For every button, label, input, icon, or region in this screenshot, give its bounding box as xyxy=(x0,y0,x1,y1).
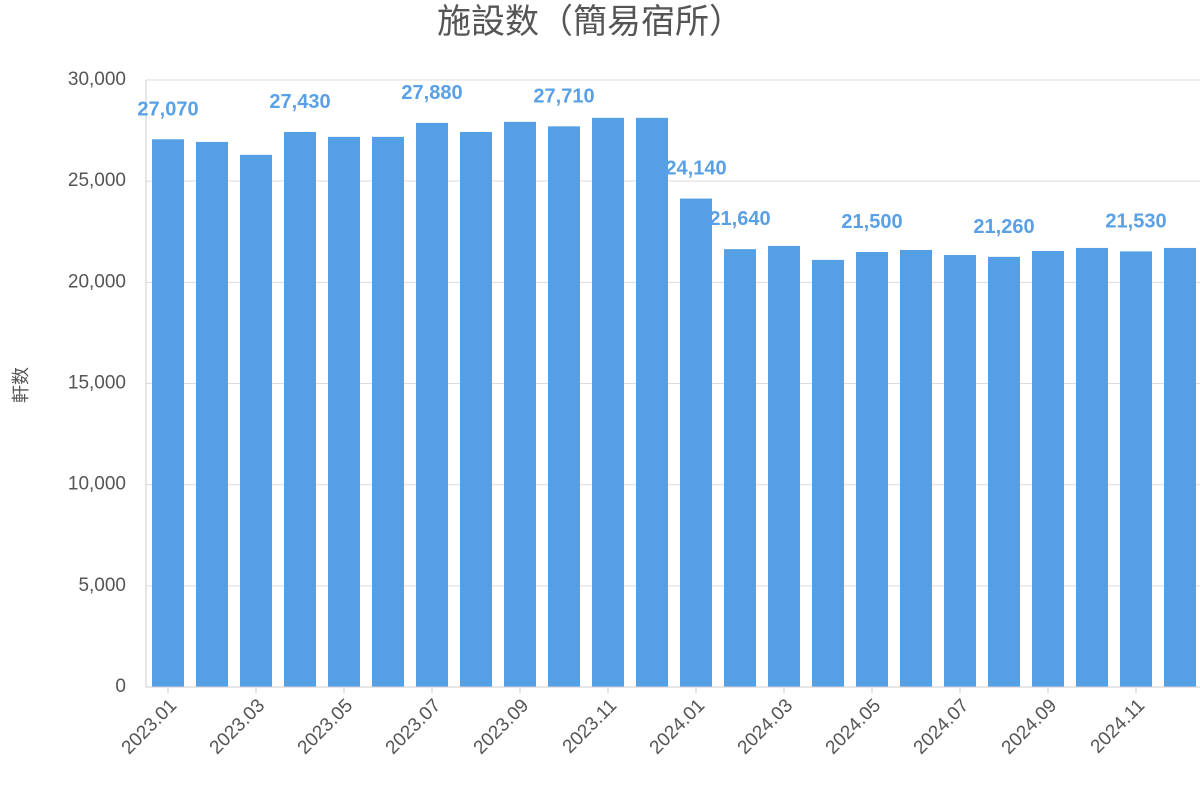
x-tick-label: 2023.01 xyxy=(118,695,181,758)
bar xyxy=(724,249,756,687)
y-tick-label: 0 xyxy=(115,676,126,697)
chart-title: 施設数（簡易宿所） xyxy=(437,3,743,41)
y-axis-label: 軒数 xyxy=(11,367,31,403)
bar xyxy=(592,117,624,688)
x-tick-label: 2024.03 xyxy=(734,695,797,758)
x-tick-label: 2024.01 xyxy=(646,695,709,758)
y-tick-label: 10,000 xyxy=(68,474,126,495)
x-tick-label: 2023.11 xyxy=(559,695,621,757)
data-label: 27,710 xyxy=(533,85,594,107)
bar xyxy=(284,131,316,688)
bar xyxy=(856,251,888,687)
y-tick-label: 20,000 xyxy=(68,271,126,292)
x-tick-label: 2023.03 xyxy=(206,695,269,758)
bar xyxy=(944,255,976,688)
bar xyxy=(416,122,448,688)
bar xyxy=(1120,251,1152,687)
bar xyxy=(900,249,932,687)
data-label: 21,640 xyxy=(709,208,770,230)
bar xyxy=(460,131,492,688)
x-tick-label: 2024.11 xyxy=(1087,695,1149,757)
bar xyxy=(372,136,404,688)
bar xyxy=(548,126,580,687)
data-label: 21,500 xyxy=(841,211,902,233)
y-tick-label: 15,000 xyxy=(68,373,126,394)
data-label: 27,070 xyxy=(137,98,198,120)
bar xyxy=(812,259,844,687)
bar xyxy=(1164,247,1196,688)
x-tick-label: 2024.09 xyxy=(998,695,1061,758)
y-tick-label: 5,000 xyxy=(78,575,126,596)
bar xyxy=(988,256,1020,687)
bar xyxy=(680,198,712,688)
data-label: 24,140 xyxy=(665,158,726,180)
bar xyxy=(240,154,272,687)
bar xyxy=(1032,250,1064,687)
bar xyxy=(768,245,800,687)
data-label: 21,260 xyxy=(973,216,1034,238)
bar xyxy=(328,136,360,688)
bar xyxy=(504,121,536,688)
bar xyxy=(1076,247,1108,688)
y-tick-label: 30,000 xyxy=(68,69,126,90)
bar xyxy=(636,117,668,688)
x-tick-label: 2023.05 xyxy=(294,695,357,758)
data-label: 27,430 xyxy=(269,91,330,113)
x-tick-label: 2024.07 xyxy=(910,695,973,758)
data-label: 27,880 xyxy=(401,82,462,104)
x-tick-label: 2023.07 xyxy=(382,695,445,758)
y-tick-label: 25,000 xyxy=(68,170,126,191)
data-label: 21,530 xyxy=(1105,210,1166,232)
bar xyxy=(152,139,184,687)
x-tick-label: 2023.09 xyxy=(470,695,533,758)
x-tick-label: 2024.05 xyxy=(822,695,885,758)
bar xyxy=(196,141,228,687)
